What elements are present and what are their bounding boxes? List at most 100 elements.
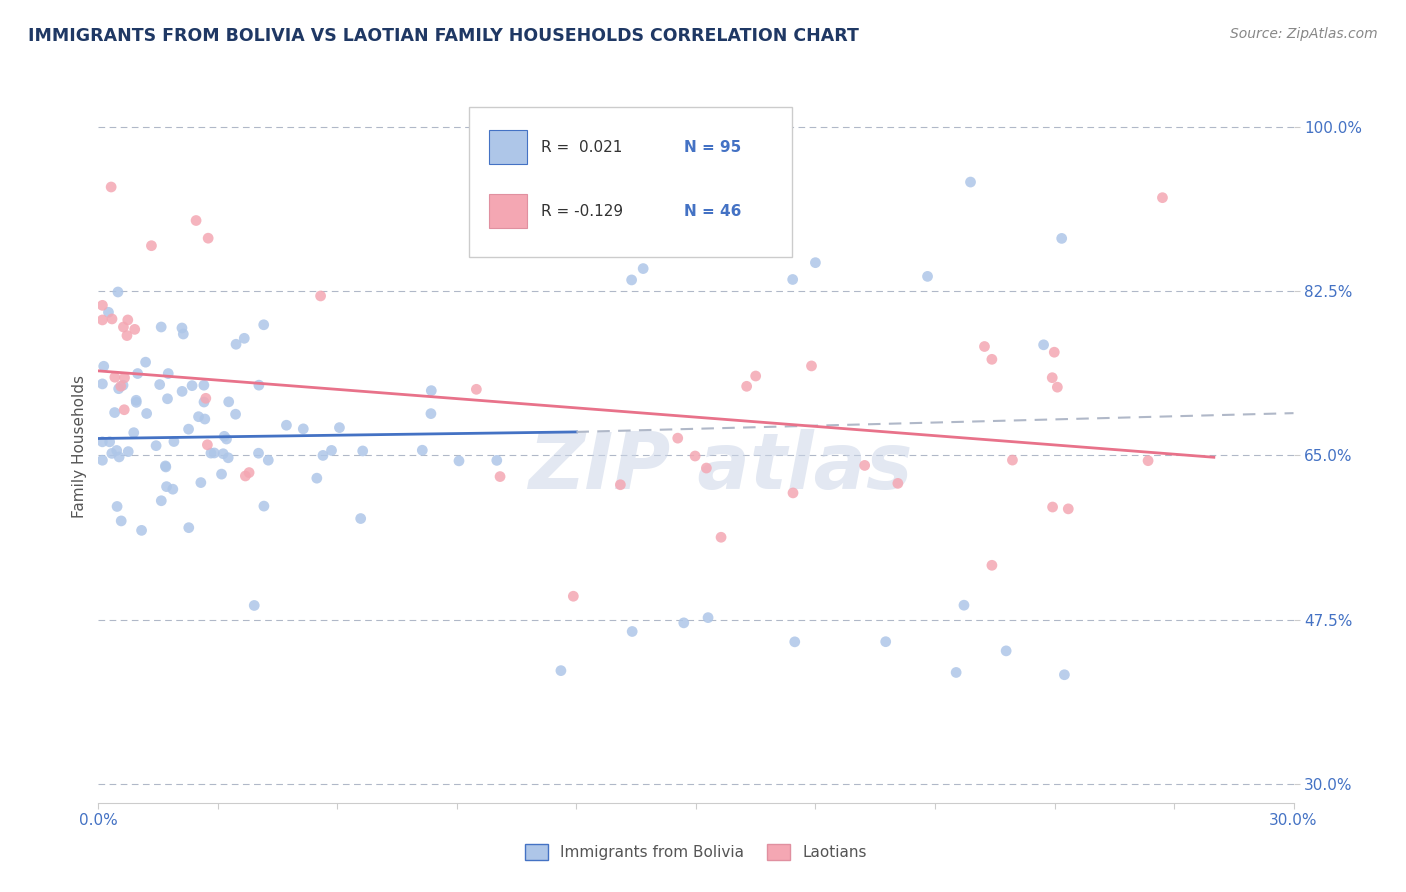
Point bbox=[744, 369, 766, 384]
Point bbox=[1043, 345, 1066, 359]
Point bbox=[233, 331, 256, 345]
Point bbox=[197, 231, 219, 245]
Point bbox=[710, 530, 733, 544]
Point bbox=[609, 477, 631, 491]
Point bbox=[194, 392, 217, 406]
Point bbox=[853, 458, 876, 473]
Point bbox=[683, 449, 706, 463]
Point bbox=[235, 469, 257, 483]
Text: R = -0.129: R = -0.129 bbox=[541, 204, 623, 219]
Point bbox=[217, 450, 239, 465]
Point bbox=[800, 359, 823, 373]
Legend: Immigrants from Bolivia, Laotians: Immigrants from Bolivia, Laotians bbox=[519, 838, 873, 866]
Point bbox=[783, 635, 806, 649]
Point bbox=[1001, 453, 1024, 467]
Point bbox=[100, 180, 122, 194]
Point bbox=[1137, 453, 1160, 467]
Point bbox=[489, 469, 512, 483]
Point bbox=[1152, 191, 1174, 205]
Point bbox=[973, 339, 995, 353]
Point bbox=[782, 272, 804, 286]
Point bbox=[238, 466, 260, 480]
Point bbox=[91, 434, 114, 449]
Point bbox=[112, 378, 135, 392]
Point bbox=[312, 449, 335, 463]
Point bbox=[155, 459, 177, 474]
Point bbox=[108, 450, 131, 464]
Point bbox=[917, 269, 939, 284]
Point bbox=[328, 420, 350, 434]
Point bbox=[419, 407, 441, 421]
Point bbox=[695, 461, 717, 475]
Point bbox=[101, 446, 124, 460]
Point bbox=[292, 422, 315, 436]
Point bbox=[98, 434, 121, 449]
Point bbox=[110, 379, 132, 393]
Point bbox=[200, 446, 222, 460]
Point bbox=[181, 378, 204, 392]
Text: R =  0.021: R = 0.021 bbox=[541, 140, 621, 155]
Text: Source: ZipAtlas.com: Source: ZipAtlas.com bbox=[1230, 27, 1378, 41]
Point bbox=[215, 432, 238, 446]
Point bbox=[193, 378, 215, 392]
Point bbox=[214, 429, 236, 443]
Point bbox=[105, 443, 128, 458]
Point bbox=[211, 467, 233, 482]
Point bbox=[247, 446, 270, 460]
Point bbox=[150, 320, 173, 334]
Point bbox=[654, 177, 676, 191]
Point bbox=[177, 422, 200, 436]
Point bbox=[105, 500, 128, 514]
Bar bbox=[489, 130, 527, 164]
Point bbox=[804, 255, 827, 269]
Point bbox=[980, 558, 1002, 573]
Point bbox=[309, 289, 332, 303]
Text: N = 46: N = 46 bbox=[685, 204, 741, 219]
Point bbox=[107, 285, 129, 299]
Text: N = 95: N = 95 bbox=[685, 140, 741, 155]
Point bbox=[112, 402, 135, 417]
Point bbox=[980, 352, 1002, 367]
Point bbox=[352, 444, 374, 458]
Point bbox=[104, 406, 127, 420]
Point bbox=[447, 454, 470, 468]
Point bbox=[127, 367, 149, 381]
Point bbox=[177, 521, 200, 535]
Point bbox=[243, 599, 266, 613]
Point bbox=[875, 634, 897, 648]
Point bbox=[247, 378, 270, 392]
Point bbox=[125, 393, 148, 408]
Point bbox=[887, 476, 910, 491]
Point bbox=[1050, 231, 1073, 245]
Point bbox=[562, 589, 585, 603]
Point bbox=[253, 318, 276, 332]
Point bbox=[253, 499, 276, 513]
Point bbox=[187, 409, 209, 424]
Point bbox=[104, 370, 127, 384]
Point bbox=[550, 664, 572, 678]
Point bbox=[131, 524, 153, 538]
Point bbox=[305, 471, 328, 485]
Point bbox=[225, 407, 247, 421]
Y-axis label: Family Households: Family Households bbox=[72, 375, 87, 517]
Point bbox=[1053, 667, 1076, 681]
Point bbox=[184, 213, 207, 227]
Point bbox=[735, 379, 758, 393]
Point bbox=[117, 313, 139, 327]
Point bbox=[155, 458, 177, 473]
Point bbox=[156, 392, 179, 406]
Point bbox=[122, 425, 145, 440]
Point bbox=[91, 298, 114, 312]
Point bbox=[110, 514, 132, 528]
Point bbox=[465, 382, 488, 396]
Point bbox=[621, 624, 644, 639]
Point bbox=[704, 177, 727, 191]
Point bbox=[150, 493, 173, 508]
Point bbox=[145, 439, 167, 453]
Point bbox=[672, 615, 695, 630]
FancyBboxPatch shape bbox=[470, 107, 792, 257]
Point bbox=[1040, 370, 1063, 384]
Point bbox=[1042, 500, 1064, 514]
Point bbox=[170, 321, 193, 335]
Point bbox=[631, 261, 654, 276]
